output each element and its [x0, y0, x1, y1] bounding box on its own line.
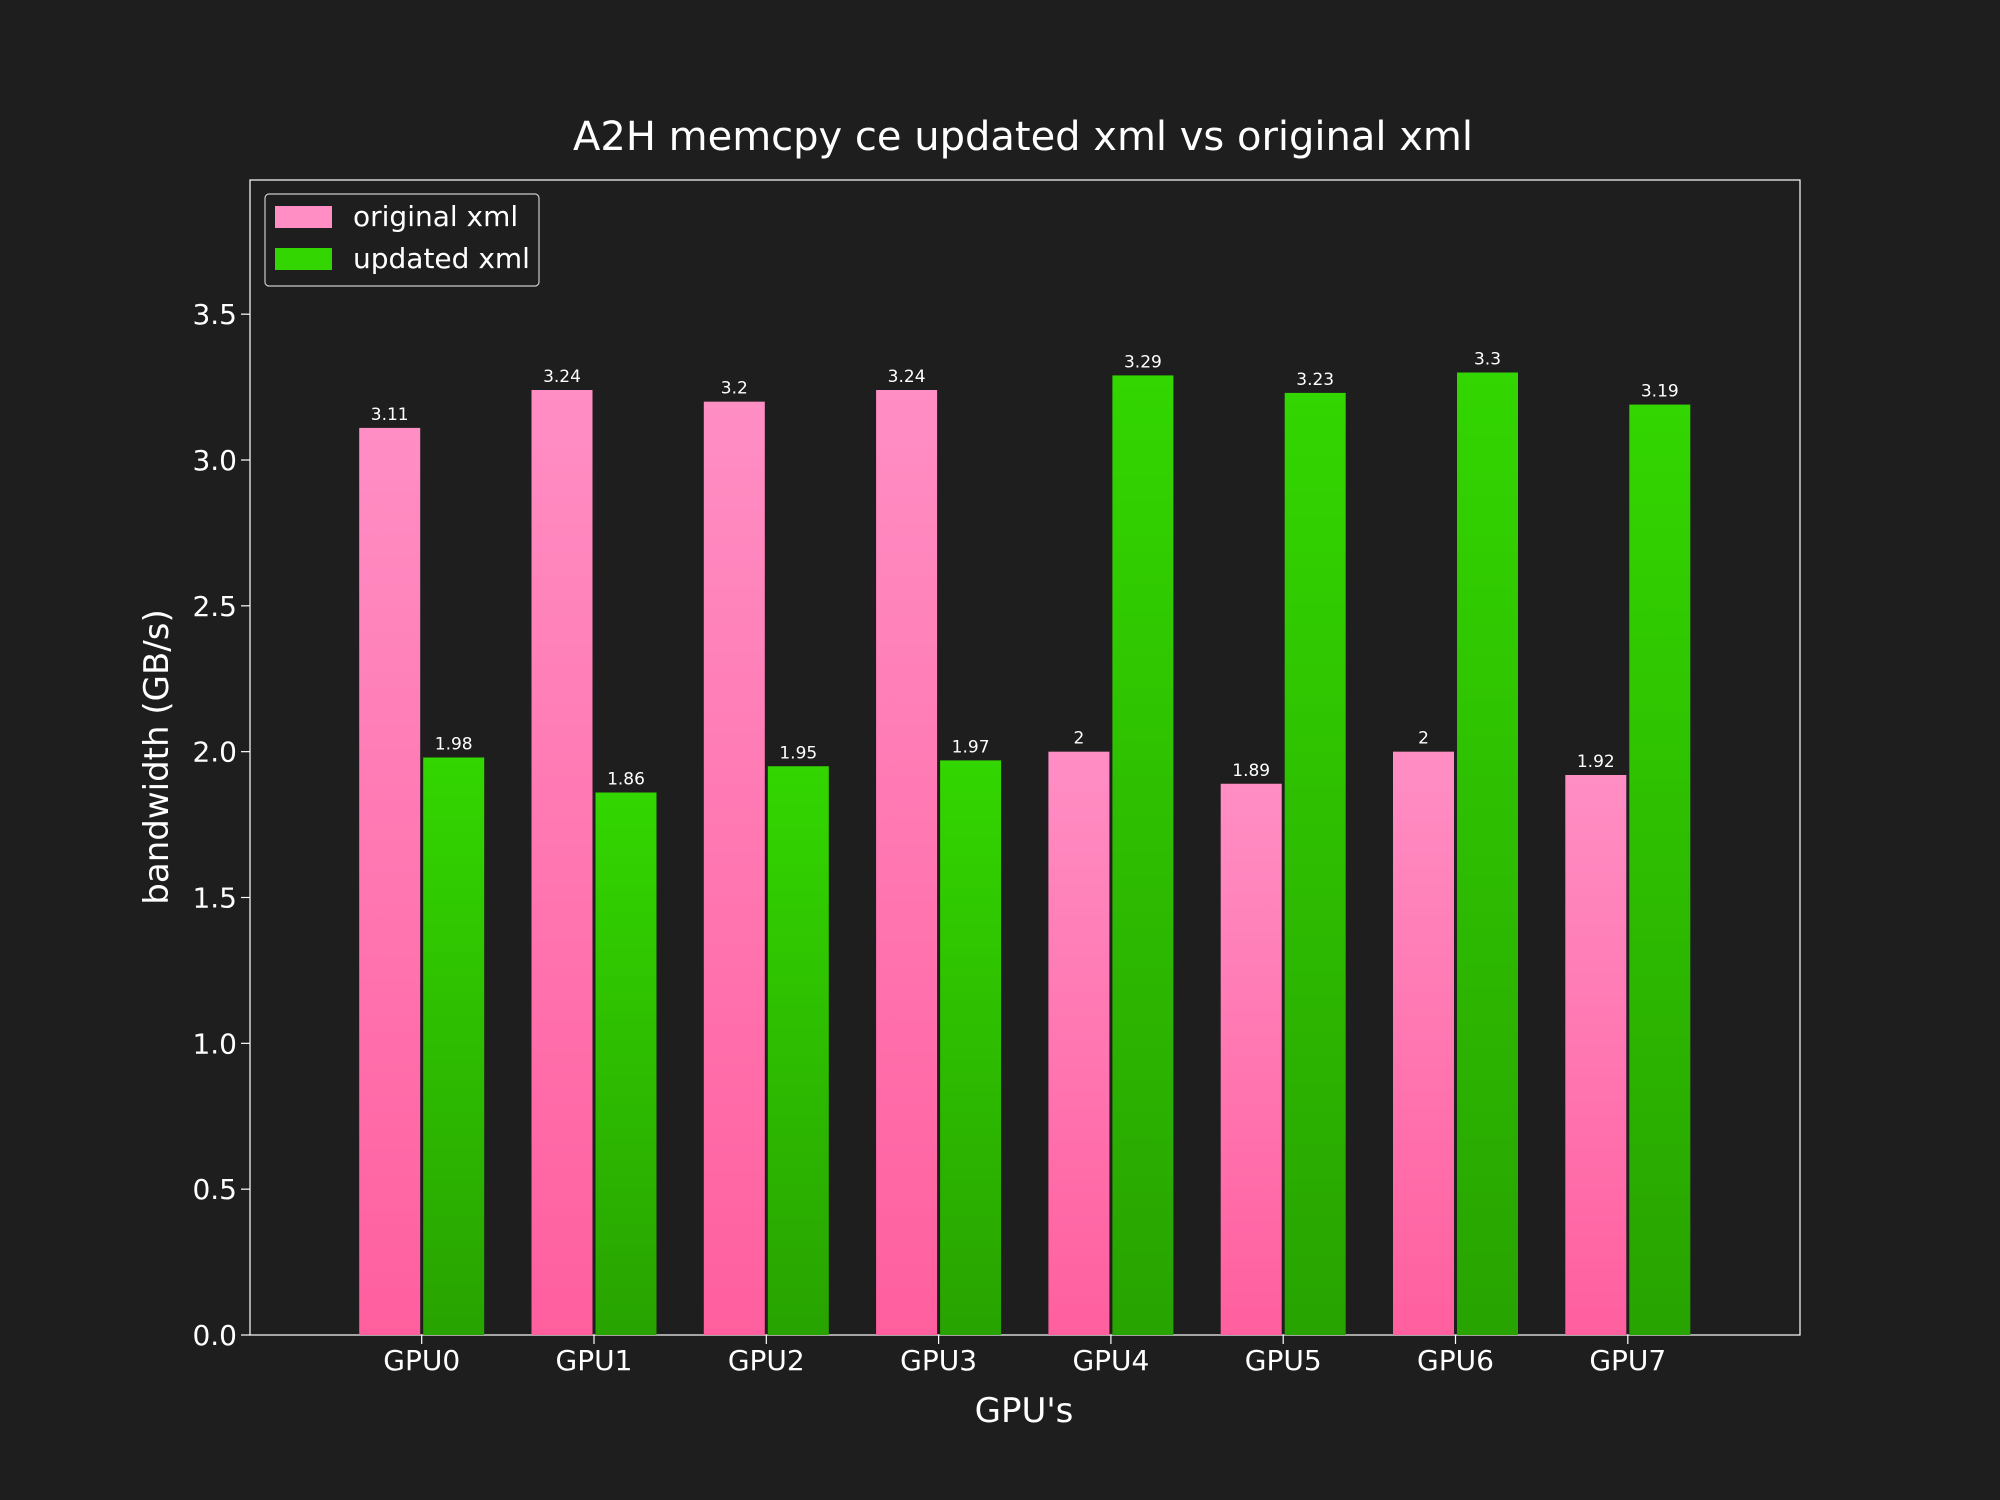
bar-updated-gpu2	[767, 766, 829, 1335]
data-label: 1.92	[1577, 752, 1615, 772]
y-tick-label: 2.5	[192, 590, 237, 623]
data-label: 3.19	[1641, 382, 1679, 402]
legend-box	[264, 193, 540, 287]
bar-updated-gpu0	[423, 757, 485, 1335]
data-label: 3.11	[371, 405, 409, 425]
legend-swatch	[275, 248, 332, 270]
y-tick-label: 3.5	[192, 298, 237, 331]
y-tick-label: 0.0	[192, 1319, 237, 1352]
legend: original xml updated xml	[264, 193, 540, 287]
bar-updated-gpu1	[595, 792, 657, 1335]
x-tick-label: GPU7	[1589, 1344, 1666, 1377]
bar-original-gpu5	[1220, 783, 1282, 1335]
bar-updated-gpu4	[1112, 375, 1174, 1336]
data-label: 2	[1418, 729, 1429, 749]
bar-original-gpu0	[359, 427, 421, 1336]
x-axis-label: GPU's	[975, 1391, 1074, 1431]
y-axis-label: bandwidth (GB/s)	[137, 609, 177, 904]
data-label: 3.23	[1296, 370, 1334, 390]
bar-original-gpu7	[1565, 775, 1627, 1335]
y-tick-label: 1.5	[192, 882, 237, 915]
data-label: 1.97	[952, 737, 990, 757]
data-label: 1.86	[607, 770, 645, 790]
plot-area: 0.0 0.5 1.0 1.5 2.0 2.5 3.0 3.5 GPU0 3.11 1.98 GPU1…	[192, 179, 1801, 1377]
data-label: 3.24	[543, 367, 581, 387]
legend-label: original xml	[353, 200, 518, 233]
x-tick-label: GPU5	[1245, 1344, 1322, 1377]
y-tick-label: 0.5	[192, 1173, 237, 1206]
data-label: 1.98	[435, 735, 473, 755]
data-label: 1.95	[779, 743, 817, 763]
x-tick-label: GPU6	[1417, 1344, 1494, 1377]
x-tick-label: GPU1	[556, 1344, 633, 1377]
data-label: 2	[1073, 729, 1084, 749]
bar-original-gpu4	[1048, 751, 1110, 1335]
legend-label: updated xml	[353, 242, 530, 275]
x-tick-label: GPU2	[728, 1344, 805, 1377]
data-label: 1.89	[1232, 761, 1270, 781]
data-label: 3.2	[721, 379, 748, 399]
bar-original-gpu1	[531, 390, 593, 1335]
data-label: 3.24	[888, 367, 926, 387]
bar-updated-gpu5	[1284, 392, 1346, 1336]
bar-updated-gpu3	[940, 760, 1002, 1335]
bar-updated-gpu7	[1629, 404, 1691, 1335]
y-tick-label: 2.0	[192, 736, 237, 769]
y-tick-label: 3.0	[192, 444, 237, 477]
chart-title: A2H memcpy ce updated xml vs original xm…	[573, 114, 1473, 160]
data-label: 3.29	[1124, 352, 1162, 372]
data-label: 3.3	[1474, 350, 1501, 370]
legend-swatch	[275, 206, 332, 228]
x-tick-label: GPU0	[383, 1344, 460, 1377]
bar-original-gpu6	[1393, 751, 1454, 1335]
bar-original-gpu3	[876, 390, 938, 1335]
y-tick-label: 1.0	[192, 1027, 237, 1060]
x-tick-label: GPU3	[900, 1344, 977, 1377]
bar-original-gpu2	[703, 401, 765, 1336]
bar-updated-gpu6	[1457, 372, 1518, 1335]
x-tick-label: GPU4	[1072, 1344, 1149, 1377]
plot-frame	[249, 179, 1801, 1336]
